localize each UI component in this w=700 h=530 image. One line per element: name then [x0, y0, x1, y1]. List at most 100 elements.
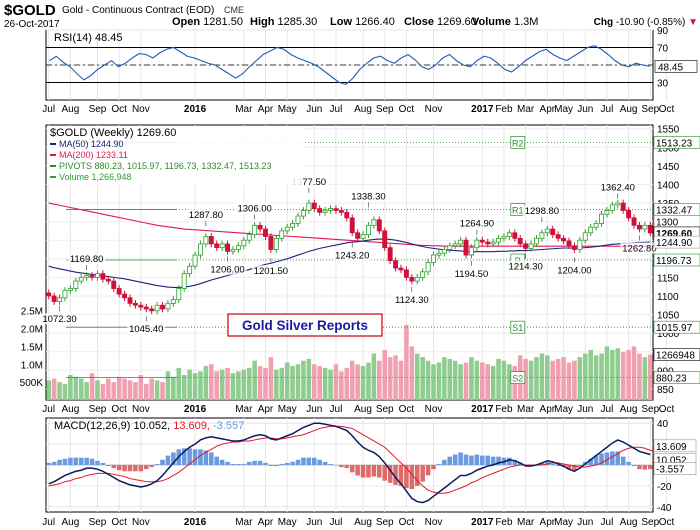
volume-bar [181, 375, 187, 400]
candle-body [311, 202, 317, 210]
ohlc-stat: Close 1269.60 [404, 16, 477, 28]
macd-histogram-bar [57, 459, 62, 465]
volume-bar [268, 357, 274, 400]
x-axis-label: May [278, 517, 297, 528]
macd-histogram-bar [512, 459, 518, 465]
annotation-bg [127, 323, 166, 335]
x-axis-label: Sep [89, 404, 107, 415]
macd-last-label: -3.557 [656, 465, 685, 476]
candle-body [349, 217, 355, 234]
volume-bar [490, 366, 496, 400]
volume-bar [387, 357, 393, 400]
volume-bar [349, 360, 355, 400]
macd-histogram-bar [317, 459, 322, 465]
macd-histogram-bar [138, 465, 144, 472]
volume-bar [279, 367, 285, 400]
volume-bar [404, 325, 409, 400]
macd-histogram-bar [447, 456, 453, 465]
volume-bar [257, 366, 263, 400]
candle-body [566, 240, 572, 247]
ohlc-stat-value: 1285.30 [278, 16, 318, 28]
macd-last-box [653, 462, 697, 476]
price-annotation-label: 1124.30 [395, 295, 429, 306]
macd-histogram-bar [631, 465, 637, 467]
x-axis-label: Jul [330, 404, 343, 415]
watermark-label: Gold Silver Reports [242, 318, 368, 333]
macd-histogram-bar [154, 463, 160, 465]
candle-body [246, 234, 252, 241]
description-label: Gold - Continuous Contract (EOD) [62, 5, 214, 16]
volume-bar [561, 357, 566, 400]
candle-body [67, 288, 73, 291]
x-axis-label: Feb [495, 404, 513, 415]
volume-bar [637, 353, 642, 400]
x-axis-label: Feb [495, 517, 513, 528]
annotation-bg [333, 249, 372, 261]
ohlc-stat: High 1285.30 [250, 16, 317, 28]
volume-bar [382, 350, 388, 400]
pivot-marker-label: R1 [512, 206, 524, 216]
price-annotation-label: 1338.30 [351, 191, 385, 202]
x-axis-label: 2017 [471, 517, 494, 528]
annotation-bg [392, 293, 431, 305]
macd-histogram-bar [333, 465, 339, 466]
x-axis-label: Nov [132, 104, 150, 115]
volume-bar [463, 362, 469, 400]
x-axis-label: May [554, 517, 573, 528]
candle-body [360, 234, 366, 239]
pivot-marker-label: R2 [512, 138, 524, 148]
last-value-label: 1269.60 [656, 229, 693, 240]
candle-body [371, 219, 377, 226]
volume-bar [328, 369, 333, 400]
macd-histogram-bar [480, 455, 485, 465]
macd-histogram-bar [404, 465, 409, 488]
macd-histogram-bar [311, 457, 317, 465]
macd-histogram-bar [507, 457, 512, 465]
candle-body [626, 210, 632, 219]
candle-body [512, 232, 518, 239]
volume-bar [545, 355, 550, 400]
candle-body [452, 243, 458, 247]
volume-bar [165, 371, 171, 400]
macd-histogram-bar [257, 460, 263, 465]
ohlc-stat-value: 1281.50 [203, 16, 243, 28]
volume-bar [620, 351, 626, 400]
pivot-value-label: 1196.73 [656, 256, 692, 267]
candle-body [447, 245, 453, 250]
volume-bar [160, 382, 165, 400]
last-value-label: 1300 [656, 218, 679, 229]
candle-body [409, 276, 415, 282]
ma200-line [48, 202, 651, 248]
candle-body [333, 208, 339, 211]
x-axis-label: Nov [425, 517, 443, 528]
macd-histogram-bar [555, 465, 561, 467]
macd-histogram-bar [371, 465, 377, 477]
volume-bar [572, 360, 577, 400]
macd-histogram-bar [398, 465, 404, 486]
volume-bar [241, 369, 247, 400]
macd-histogram-bar [241, 463, 247, 465]
candle-body [57, 297, 63, 302]
price-title: $GOLD (Weekly) 1269.60 [50, 127, 176, 139]
volume-bar [214, 371, 219, 400]
volume-bar [73, 376, 79, 400]
volume-bar [317, 366, 322, 400]
macd-histogram-bar [360, 465, 366, 478]
macd-histogram-bar [545, 461, 550, 465]
ohlc-stat-value: 1.3M [514, 16, 538, 28]
macd-histogram-bar [219, 459, 225, 465]
candle-body [647, 224, 653, 234]
ohlc-stat-value: 1269.60 [437, 16, 477, 28]
x-axis-label: Oct [399, 404, 415, 415]
x-axis-label: Apr [540, 517, 556, 528]
legend-entry: Volume 1,266,948 [59, 172, 132, 182]
candle-body [300, 210, 306, 217]
x-axis-label: 2016 [184, 404, 207, 415]
annotation-bg [555, 264, 594, 276]
ohlc-stat: Open 1281.50 [172, 16, 243, 28]
pivot-marker-box [510, 371, 526, 384]
volume-bar [610, 350, 615, 400]
price-tick-label: 1100 [657, 292, 679, 303]
x-axis-label: Jul [42, 404, 55, 415]
